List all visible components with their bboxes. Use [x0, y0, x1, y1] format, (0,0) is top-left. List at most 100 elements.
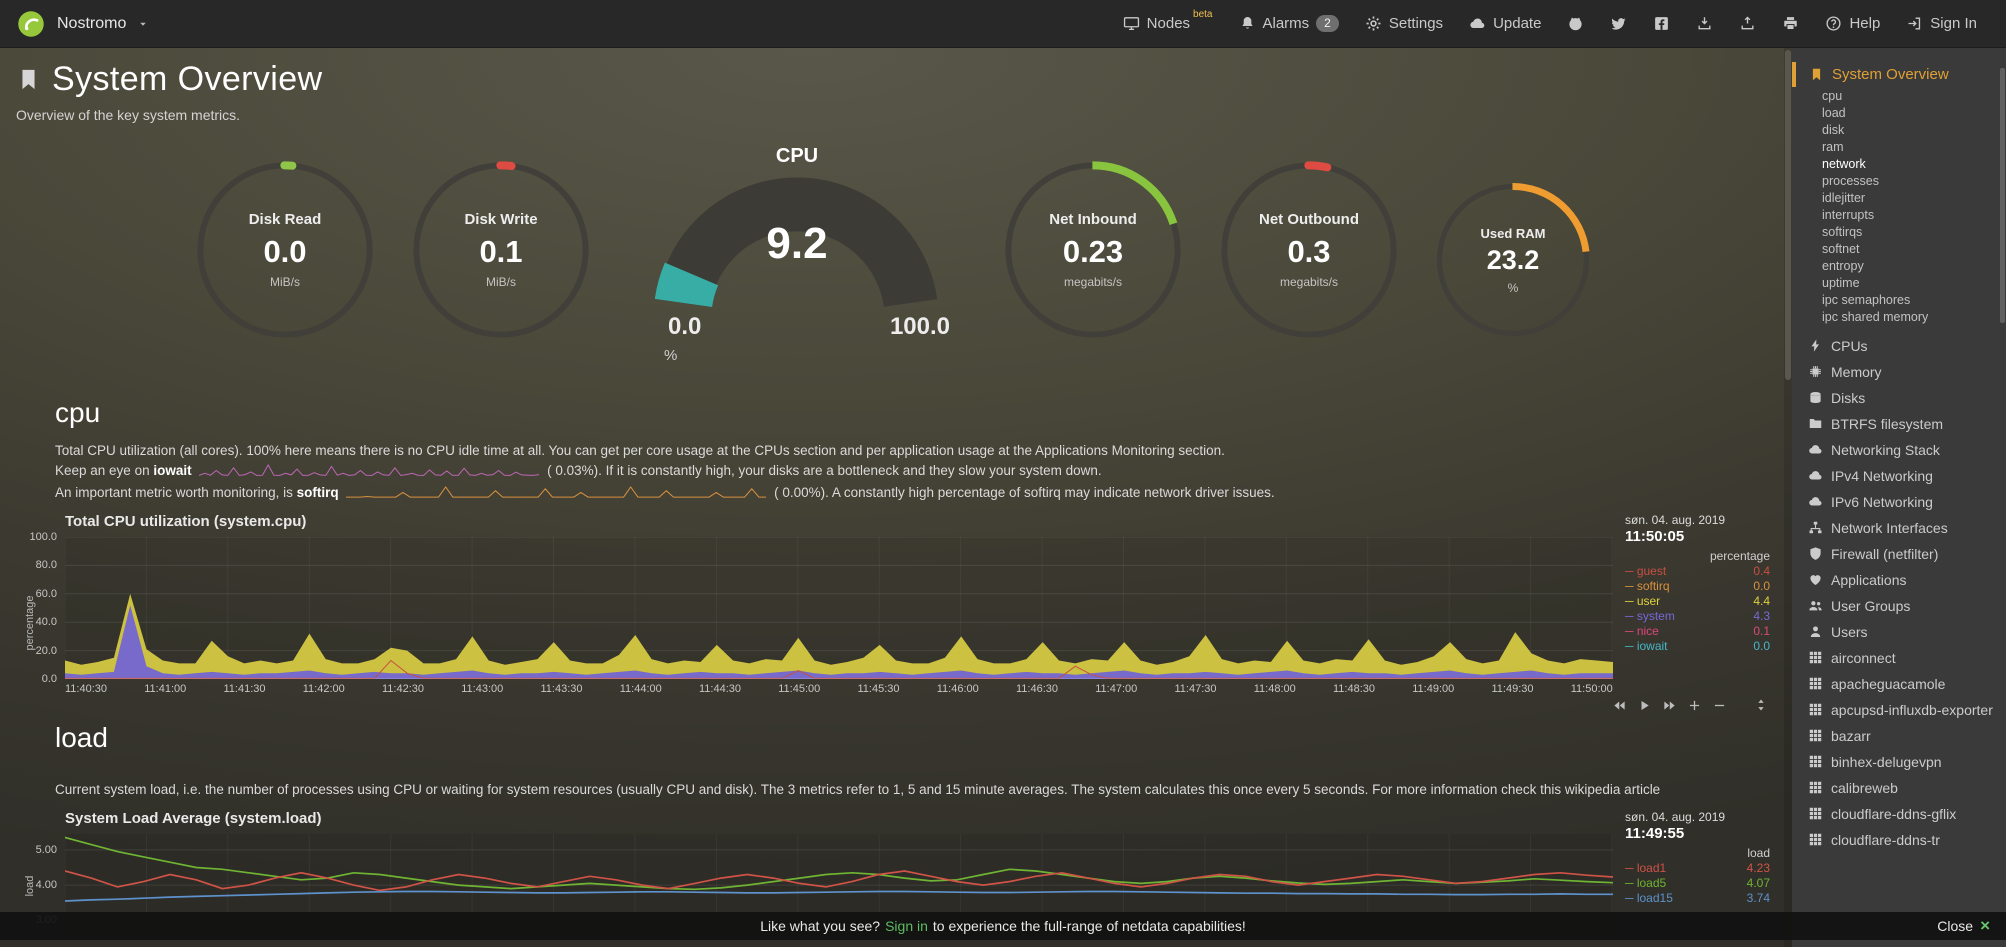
cpu-chart: percentage Total CPU utilization (system… [14, 513, 1772, 711]
sidebar-item-cpus[interactable]: CPUs [1792, 333, 2006, 359]
cloud-icon [1808, 494, 1823, 509]
main-scrollbar-thumb[interactable] [1785, 50, 1791, 380]
legend-item-load15[interactable]: ─ load15 3.74 [1625, 891, 1770, 905]
help-icon [1825, 15, 1842, 32]
sidebar-subitem-cpu[interactable]: cpu [1822, 88, 1843, 103]
main-content: System Overview Overview of the key syst… [0, 48, 1792, 947]
chart-forward-button[interactable] [1663, 699, 1676, 712]
nav-print[interactable] [1769, 0, 1812, 47]
sidebar-item-calibreweb[interactable]: calibreweb [1792, 775, 2006, 801]
legend-item-nice[interactable]: ─ nice 0.1 [1625, 624, 1770, 638]
sidebar-item-cloudflare-ddns-tr[interactable]: cloudflare-ddns-tr [1792, 827, 2006, 853]
nav-sign-in[interactable]: Sign In [1893, 0, 1990, 47]
legend-item-load5[interactable]: ─ load5 4.07 [1625, 876, 1770, 890]
section-heading-cpu[interactable]: cpu [55, 397, 101, 428]
nav-update[interactable]: Update [1456, 0, 1554, 47]
gauge-net-inbound[interactable]: Net Inbound 0.23 megabits/s [1002, 159, 1184, 341]
gauge-net-outbound[interactable]: Net Outbound 0.3 megabits/s [1218, 159, 1400, 341]
gauge-disk-write[interactable]: Disk Write 0.1 MiB/s [410, 159, 592, 341]
legend-item-system[interactable]: ─ system 4.3 [1625, 609, 1770, 623]
x-tick-label: 11:43:00 [461, 683, 504, 695]
sidebar-subitem-uptime[interactable]: uptime [1822, 275, 1860, 290]
gauges-row: Disk Read 0.0 MiB/s Disk Write 0.1 MiB/s CPU 9.… [14, 141, 1772, 381]
chart-minus-button[interactable] [1713, 699, 1726, 712]
chart-updown-button[interactable] [1754, 697, 1768, 713]
chip-icon [1808, 364, 1823, 379]
sidebar-item-network-interfaces[interactable]: Network Interfaces [1792, 515, 2006, 541]
cpu-chart-plot[interactable]: 100.0 80.0 60.0 40.0 20.0 0.0 [29, 531, 1613, 685]
bookmark-icon [1809, 67, 1824, 82]
nav-export-snapshot[interactable] [1683, 0, 1726, 47]
legend-item-softirq[interactable]: ─ softirq 0.0 [1625, 579, 1770, 593]
sidebar-item-firewall-netfilter[interactable]: Firewall (netfilter) [1792, 541, 2006, 567]
sidebar-subitem-softnet[interactable]: softnet [1822, 241, 1860, 256]
section-heading-load[interactable]: load [55, 722, 108, 753]
banner-signin-link[interactable]: Sign in [885, 918, 928, 934]
sidebar-item-ipv6-networking[interactable]: IPv6 Networking [1792, 489, 2006, 515]
x-tick-label: 11:45:30 [857, 683, 900, 695]
nav-twitter[interactable] [1597, 0, 1640, 47]
sidebar-subitem-entropy[interactable]: entropy [1822, 258, 1864, 273]
sidebar-item-airconnect[interactable]: airconnect [1792, 645, 2006, 671]
legend-item-guest[interactable]: ─ guest 0.4 [1625, 564, 1770, 578]
sidebar-item-binhex-delugevpn[interactable]: binhex-delugevpn [1792, 749, 2006, 775]
sidebar-item-memory[interactable]: Memory [1792, 359, 2006, 385]
y-tick-label: 20.0 [35, 644, 57, 657]
top-navbar: Nostromo Nodes beta Alarms 2 Settings Update H… [0, 0, 2006, 48]
sidebar-scrollbar-thumb[interactable] [2000, 68, 2005, 323]
sidebar-item-users[interactable]: Users [1792, 619, 2006, 645]
sidebar-subitem-idlejitter[interactable]: idlejitter [1822, 190, 1866, 205]
grid-icon [1808, 832, 1823, 847]
banner-close-button[interactable]: Close × [1937, 916, 1990, 935]
sidebar-item-networking-stack[interactable]: Networking Stack [1792, 437, 2006, 463]
sidebar-subitem-interrupts[interactable]: interrupts [1822, 207, 1875, 222]
sidebar-subitem-load[interactable]: load [1822, 105, 1846, 120]
twitter-icon [1610, 15, 1627, 32]
gauge-used-ram[interactable]: Used RAM 23.2% [1434, 181, 1592, 339]
x-tick-label: 11:48:30 [1333, 683, 1376, 695]
sidebar-subitem-processes[interactable]: processes [1822, 173, 1879, 188]
sidebar-item-cloudflare-ddns-gflix[interactable]: cloudflare-ddns-gflix [1792, 801, 2006, 827]
sidebar-scrollbar[interactable] [2000, 60, 2005, 939]
sidebar-subitem-disk[interactable]: disk [1822, 122, 1845, 137]
sidebar-item-apcupsd-influxdb-exporter[interactable]: apcupsd-influxdb-exporter [1792, 697, 2006, 723]
chart-rewind-button[interactable] [1613, 699, 1626, 712]
sidebar-subitem-softirqs[interactable]: softirqs [1822, 224, 1863, 239]
nav-settings[interactable]: Settings [1352, 0, 1456, 47]
sidebar-item-system-overview[interactable]: System Overview [1792, 62, 2006, 87]
y-tick-label: 5.00 [35, 843, 57, 856]
nav-label: Settings [1388, 15, 1444, 32]
sidebar-item-apacheguacamole[interactable]: apacheguacamole [1792, 671, 2006, 697]
nav-nodes[interactable]: Nodes beta [1110, 0, 1226, 47]
sidebar-subitem-network[interactable]: network [1822, 156, 1866, 171]
legend-item-user[interactable]: ─ user 4.4 [1625, 594, 1770, 608]
legend-item-iowait[interactable]: ─ iowait 0.0 [1625, 639, 1770, 653]
chart-plus-button[interactable] [1688, 699, 1701, 712]
sidebar-item-bazarr[interactable]: bazarr [1792, 723, 2006, 749]
sidebar-subitem-ipc-semaphores[interactable]: ipc semaphores [1822, 292, 1911, 307]
legend-unit-header: load [1747, 846, 1770, 860]
node-selector[interactable]: Nostromo [16, 9, 149, 39]
nav-alarms[interactable]: Alarms 2 [1226, 0, 1352, 47]
nav-import-snapshot[interactable] [1726, 0, 1769, 47]
sidebar-item-ipv4-networking[interactable]: IPv4 Networking [1792, 463, 2006, 489]
cpu-chart-xticks: 11:40:30 11:41:00 11:41:30 11:42:00 11:42:30… [65, 683, 1613, 696]
gauge-cpu[interactable]: CPU 9.2 0.0 100.0% [632, 141, 962, 379]
legend-item-load1[interactable]: ─ load1 4.23 [1625, 861, 1770, 875]
main-scrollbar[interactable] [1784, 48, 1792, 947]
chart-play-button[interactable] [1638, 699, 1651, 712]
nav-github[interactable] [1554, 0, 1597, 47]
sidebar-subitem-ram[interactable]: ram [1822, 139, 1844, 154]
nav-help[interactable]: Help [1812, 0, 1893, 47]
sidebar-item-user-groups[interactable]: User Groups [1792, 593, 2006, 619]
sidebar-item-btrfs-filesystem[interactable]: BTRFS filesystem [1792, 411, 2006, 437]
x-tick-label: 11:43:30 [540, 683, 583, 695]
gauge-value: 23.2 [1486, 244, 1540, 275]
gauge-disk-read[interactable]: Disk Read 0.0 MiB/s [194, 159, 376, 341]
sidebar-item-disks[interactable]: Disks [1792, 385, 2006, 411]
sidebar-item-applications[interactable]: Applications [1792, 567, 2006, 593]
nav-facebook[interactable] [1640, 0, 1683, 47]
sidebar-subitem-ipc-shared-memory[interactable]: ipc shared memory [1822, 309, 1929, 324]
y-tick-label: 100.0 [29, 531, 57, 543]
legend-unit-header: percentage [1709, 549, 1770, 563]
